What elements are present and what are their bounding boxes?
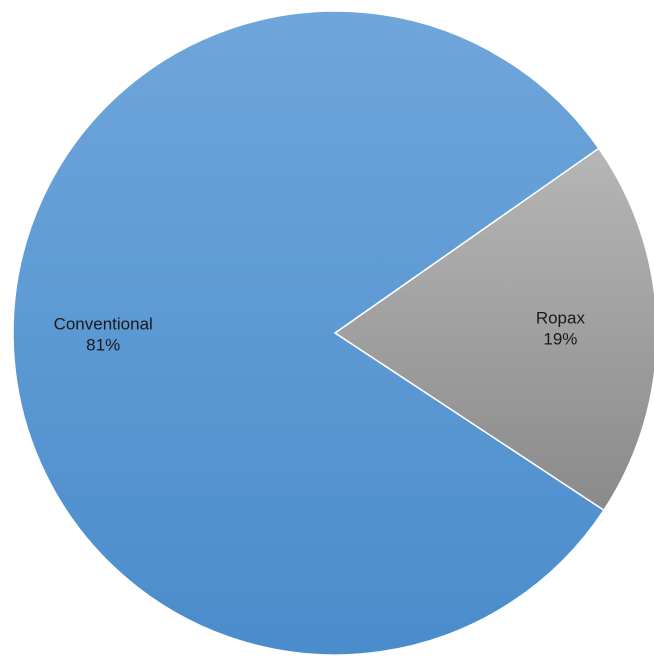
conventional-percent-label: 81% — [86, 336, 120, 355]
conventional-slice — [12, 10, 605, 656]
ropax-percent-label: 19% — [543, 329, 577, 348]
conventional-category-label: Conventional — [54, 315, 153, 334]
pie-labels: Ropax 19% Conventional 81% — [54, 308, 586, 354]
ropax-category-label: Ropax — [536, 308, 586, 327]
pie-slices — [12, 10, 654, 656]
ropax-slice — [333, 147, 654, 512]
